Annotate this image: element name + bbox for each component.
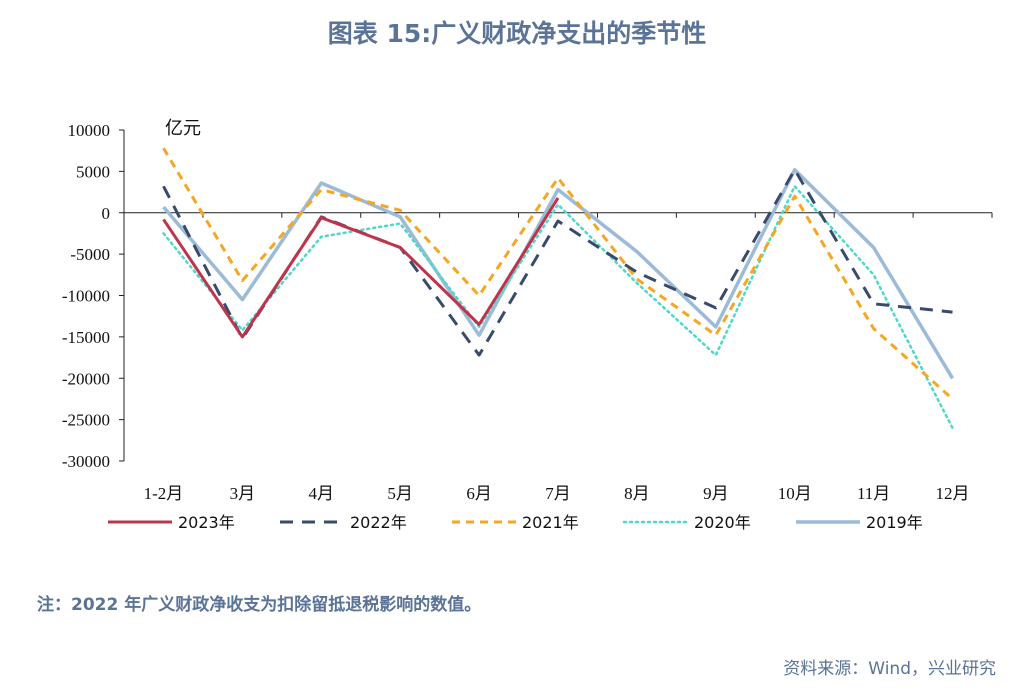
- series-line-2021年: [162, 147, 954, 401]
- y-tick-label: 0: [102, 204, 111, 223]
- legend-label: 2022年: [350, 513, 407, 532]
- x-tick-label: 1-2月: [144, 484, 184, 503]
- legend-label: 2021年: [522, 513, 579, 532]
- x-tick-label: 4月: [309, 484, 335, 503]
- x-tick-label: 10月: [778, 484, 812, 503]
- unit-label: 亿元: [165, 118, 201, 139]
- x-tick-label: 3月: [230, 484, 256, 503]
- legend-label: 2020年: [694, 513, 751, 532]
- legend-label: 2023年: [178, 513, 235, 532]
- legend-label: 2019年: [866, 513, 923, 532]
- x-tick-label: 8月: [624, 484, 650, 503]
- x-tick-label: 9月: [703, 484, 729, 503]
- footnote: 注：2022 年广义财政净收支为扣除留抵退税影响的数值。: [37, 595, 482, 615]
- source-note: 资料来源：Wind，兴业研究: [783, 659, 996, 679]
- series-line-2023年: [162, 197, 560, 339]
- y-tick-label: -5000: [70, 245, 110, 264]
- y-tick-label: -10000: [62, 287, 110, 306]
- y-tick-label: -15000: [62, 328, 110, 347]
- series-line-2019年: [162, 167, 954, 380]
- x-tick-label: 5月: [387, 484, 413, 503]
- y-tick-label: -25000: [62, 411, 110, 430]
- chart-title: 图表 15:广义财政净支出的季节性: [327, 19, 707, 48]
- series-line-2022年: [162, 168, 953, 357]
- x-tick-label: 6月: [466, 484, 492, 503]
- chart-canvas: 亿元 10000 5000 0 -5000 -10000 -15000 -20000 -250…: [62, 118, 993, 532]
- x-tick-label: 11月: [857, 484, 890, 503]
- x-tick-label: 12月: [936, 484, 970, 503]
- y-tick-label: 5000: [76, 162, 110, 181]
- x-tick-label: 7月: [545, 484, 571, 503]
- y-tick-label: -20000: [62, 369, 110, 388]
- y-tick-label: -30000: [62, 452, 110, 471]
- y-tick-label: 10000: [68, 121, 111, 140]
